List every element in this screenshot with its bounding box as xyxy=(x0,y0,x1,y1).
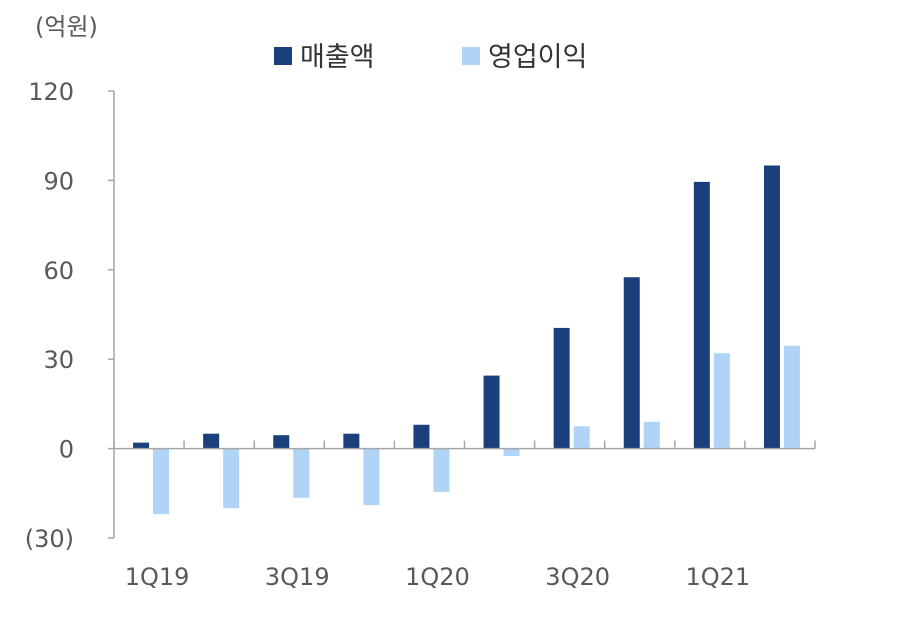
bar-operating-profit xyxy=(713,353,730,449)
bars xyxy=(133,165,800,515)
bar-operating-profit xyxy=(573,426,590,449)
y-axis: (30) 0 30 60 90 120 xyxy=(25,78,115,553)
x-tick-label: 3Q19 xyxy=(265,563,330,591)
legend: 매출액 영업이익 xyxy=(274,42,587,73)
x-tick-label: 1Q21 xyxy=(685,563,750,591)
bar-revenue xyxy=(693,181,710,449)
y-tick-label: 90 xyxy=(43,167,74,195)
bar-operating-profit xyxy=(643,421,660,449)
bar-revenue xyxy=(623,277,640,449)
legend-label-operating-profit: 영업이익 xyxy=(488,42,587,73)
bar-revenue xyxy=(343,433,360,449)
bar-operating-profit xyxy=(363,448,380,506)
bar-operating-profit xyxy=(783,345,800,449)
x-tick-label: 3Q20 xyxy=(545,563,610,591)
bar-revenue xyxy=(553,327,570,449)
bar-operating-profit xyxy=(503,448,520,457)
y-tick-label: 0 xyxy=(59,436,74,464)
bar-operating-profit xyxy=(223,448,240,509)
x-axis: 1Q19 3Q19 1Q20 3Q20 1Q21 xyxy=(113,440,816,591)
legend-swatch-operating-profit xyxy=(462,47,480,65)
bar-revenue xyxy=(203,433,220,449)
bar-operating-profit xyxy=(293,448,310,498)
y-tick-label: 30 xyxy=(43,346,74,374)
y-tick-label: 120 xyxy=(28,78,74,106)
y-tick-label: 60 xyxy=(43,257,74,285)
bar-operating-profit xyxy=(153,448,170,515)
bar-revenue xyxy=(413,424,430,449)
bar-revenue xyxy=(483,375,500,449)
y-unit-label: (억원) xyxy=(35,13,98,41)
x-tick-label: 1Q19 xyxy=(125,563,190,591)
x-tick-label: 1Q20 xyxy=(405,563,470,591)
legend-label-revenue: 매출액 xyxy=(300,42,375,73)
y-tick-label: (30) xyxy=(25,525,74,553)
bar-revenue xyxy=(763,165,780,449)
bar-revenue xyxy=(273,435,290,449)
bar-revenue xyxy=(133,442,150,449)
legend-swatch-revenue xyxy=(274,47,292,65)
bar-operating-profit xyxy=(433,448,450,492)
